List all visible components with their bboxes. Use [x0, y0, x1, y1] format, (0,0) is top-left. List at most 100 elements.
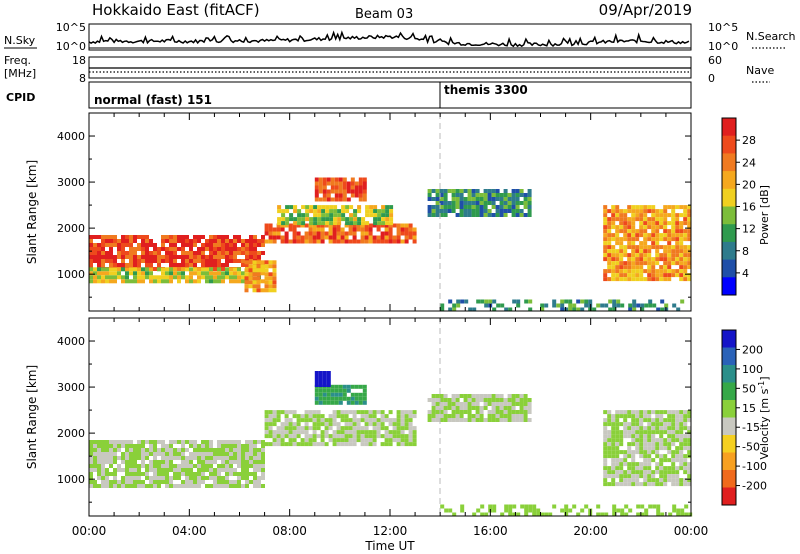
heatmap-cell: [289, 205, 294, 210]
heatmap-cell: [189, 480, 193, 484]
heatmap-cell: [89, 448, 93, 452]
heatmap-cell: [639, 277, 644, 282]
heatmap-cell: [620, 508, 625, 513]
heatmap-cell: [201, 476, 205, 480]
heatmap-cell: [651, 438, 656, 443]
heatmap-cell: [659, 422, 664, 427]
heatmap-cell: [623, 474, 628, 479]
heatmap-cell: [117, 480, 121, 484]
heatmap-cell: [280, 430, 285, 435]
heatmap-cell: [491, 414, 496, 418]
heatmap-cell: [89, 460, 93, 464]
heatmap-cell: [463, 398, 468, 402]
heatmap-cell: [336, 410, 341, 415]
heatmap-cell: [487, 410, 492, 414]
heatmap-cell: [471, 209, 476, 213]
heatmap-cell: [647, 205, 652, 210]
heatmap-cell: [447, 418, 452, 422]
heatmap-cell: [129, 468, 133, 472]
heatmap-cell: [344, 426, 349, 431]
heatmap-cell: [336, 223, 341, 228]
heatmap-cell: [471, 394, 476, 398]
heatmap-cell: [318, 181, 323, 186]
heatmap-cell: [643, 221, 648, 226]
heatmap-cell: [358, 392, 363, 397]
heatmap-cell: [157, 263, 161, 267]
heatmap-cell: [105, 472, 109, 476]
heatmap-cell: [639, 273, 644, 278]
heatmap-cell: [141, 251, 145, 255]
heatmap-cell: [173, 452, 177, 456]
heatmap-cell: [233, 255, 237, 259]
heatmap-cell: [252, 288, 257, 293]
heatmap-cell: [342, 193, 347, 198]
heatmap-cell: [647, 454, 652, 459]
heatmap-cell: [483, 213, 488, 217]
heatmap-cell: [244, 284, 249, 289]
noise-tick-left-bottom: 10^0: [56, 40, 86, 53]
heatmap-cell: [281, 213, 286, 218]
heatmap-cell: [527, 193, 532, 197]
heatmap-cell: [659, 217, 664, 222]
heatmap-cell: [97, 484, 101, 488]
heatmap-cell: [607, 410, 612, 415]
heatmap-cell: [611, 474, 616, 479]
heatmap-cell: [341, 213, 346, 218]
heatmap-cell: [364, 438, 369, 443]
heatmap-cell: [560, 508, 565, 513]
heatmap-cell: [659, 446, 664, 451]
heatmap-cell: [544, 303, 549, 308]
heatmap-cell: [105, 251, 109, 255]
heatmap-cell: [97, 267, 101, 272]
heatmap-cell: [153, 456, 157, 460]
heatmap-cell: [305, 213, 310, 218]
freq-label-line1: Freq.: [4, 54, 31, 67]
heatmap-cell: [272, 268, 277, 273]
heatmap-cell: [137, 255, 141, 259]
heatmap-cell: [647, 245, 652, 250]
heatmap-cell: [427, 193, 432, 197]
heatmap-cell: [451, 402, 456, 406]
heatmap-cell: [385, 221, 390, 226]
heatmap-cell: [675, 213, 680, 218]
heatmap-cell: [213, 456, 217, 460]
heatmap-cell: [249, 460, 253, 464]
heatmap-cell: [153, 452, 157, 456]
heatmap-cell: [233, 271, 237, 276]
heatmap-cell: [451, 205, 456, 209]
heatmap-cell: [639, 474, 644, 479]
heatmap-cell: [346, 181, 351, 186]
heatmap-cell: [197, 468, 201, 472]
heatmap-cell: [318, 375, 323, 379]
heatmap-cell: [322, 197, 327, 202]
heatmap-cell: [516, 303, 521, 308]
heatmap-cell: [475, 394, 480, 398]
heatmap-cell: [342, 181, 347, 186]
colorbar-tick-label: 20: [742, 178, 756, 191]
heatmap-cell: [249, 255, 253, 259]
heatmap-cell: [655, 446, 660, 451]
heatmap-cell: [121, 279, 125, 284]
heatmap-cell: [281, 221, 286, 226]
heatmap-cell: [256, 280, 261, 285]
heatmap-cell: [580, 307, 585, 312]
heatmap-cell: [125, 472, 129, 476]
heatmap-cell: [667, 205, 672, 210]
heatmap-cell: [280, 422, 285, 427]
heatmap-cell: [381, 213, 386, 218]
heatmap-cell: [276, 223, 281, 228]
heatmap-cell: [165, 251, 169, 255]
heatmap-cell: [635, 229, 640, 234]
heatmap-cell: [326, 177, 331, 182]
heatmap-cell: [376, 422, 381, 427]
heatmap-cell: [511, 402, 516, 406]
heatmap-cell: [304, 438, 309, 443]
heatmap-cell: [659, 442, 664, 447]
heatmap-cell: [627, 209, 632, 214]
heatmap-cell: [318, 396, 323, 401]
power-colorbar-label: Power [dB]: [758, 185, 771, 245]
heatmap-cell: [603, 273, 608, 278]
heatmap-cell: [133, 239, 137, 243]
heatmap-cell: [651, 233, 656, 238]
